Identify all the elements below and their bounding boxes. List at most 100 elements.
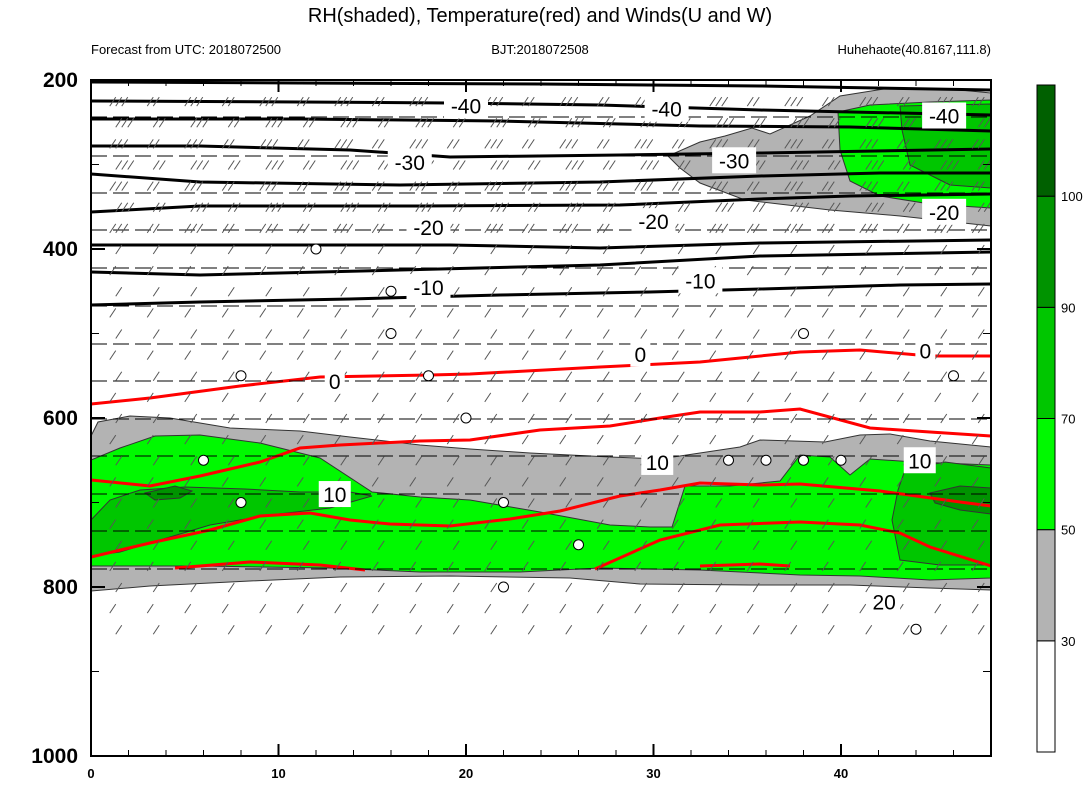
wind-barb-tick (527, 181, 535, 191)
wind-barb-tick (527, 96, 535, 107)
wind-barb-tick (484, 434, 492, 445)
wind-barb-tick (496, 139, 504, 149)
wind-barb-tick (827, 181, 835, 191)
wind-barb-tick (146, 308, 154, 318)
wind-barb-tick (265, 223, 273, 234)
wind-barb-tick (715, 181, 723, 191)
wind-barb-tick (709, 434, 717, 445)
wind-barb-tick (184, 265, 192, 276)
wind-barb-tick (721, 223, 729, 234)
wind-barb-tick (721, 202, 729, 213)
wind-barb-tick (683, 160, 691, 170)
wind-barb-tick (302, 498, 310, 508)
wind-barb-tick (565, 498, 573, 508)
wind-barbs (109, 96, 991, 635)
wind-barb-tick (796, 139, 804, 149)
wind-barb-tick (296, 350, 304, 360)
wind-barb-tick (527, 223, 535, 234)
wind-barb-tick (559, 96, 567, 107)
wind-barb-tick (452, 371, 460, 382)
wind-barb-tick (296, 308, 304, 318)
wind-barb-tick (377, 624, 385, 635)
wind-barb-tick (152, 455, 160, 466)
wind-barb-tick (827, 455, 835, 466)
wind-barb-tick (271, 139, 279, 149)
wind-barb-tick (934, 181, 942, 191)
wind-barb-tick (265, 117, 273, 128)
wind-barb-tick (227, 455, 235, 466)
contour-label: -20 (638, 211, 668, 234)
wind-barb-tick (784, 477, 792, 487)
wind-barb-tick (346, 181, 354, 191)
wind-barb-tick (940, 371, 948, 382)
contour-label-box (915, 337, 936, 364)
wind-barb-tick (602, 96, 610, 107)
wind-barb-tick (752, 540, 760, 551)
wind-barb-tick (115, 498, 123, 508)
wind-barb-tick (727, 117, 735, 128)
wind-barb-tick (190, 413, 198, 424)
wind-barb-tick (565, 371, 573, 382)
wind-barb-tick (833, 117, 841, 128)
wind-barb-tick (859, 519, 867, 529)
wind-barb-tick (227, 160, 235, 170)
wind-barb-tick (184, 139, 192, 149)
wind-barb-tick (790, 582, 798, 593)
wind-barb-tick (683, 117, 691, 128)
wind-barb-tick (977, 455, 985, 466)
wind-barb-tick (259, 434, 267, 445)
wind-barb-tick (596, 561, 604, 572)
wind-barb-tick (634, 392, 642, 403)
wind-barb-tick (977, 117, 985, 128)
wind-barb-tick (446, 561, 454, 572)
wind-barb-tick (671, 350, 679, 360)
wind-barb-tick (715, 223, 723, 234)
wind-barb-tick (109, 139, 117, 149)
wind-barb-tick (340, 329, 348, 339)
wind-barb-tick (896, 350, 904, 360)
wind-barb-tick (196, 202, 204, 213)
wind-barb-tick (752, 371, 760, 382)
wind-barb-tick (452, 329, 460, 339)
wind-barb-tick (496, 202, 504, 213)
wind-barb-tick (490, 286, 498, 297)
contour-label-box (641, 448, 674, 475)
contour-label: -30 (719, 150, 749, 173)
wind-barb-tick (377, 117, 385, 128)
wind-barb-tick (296, 181, 304, 191)
wind-barb-tick (934, 519, 942, 529)
wind-barb-tick (902, 371, 910, 382)
wind-barb-tick (971, 561, 979, 572)
wind-barb-tick (146, 477, 154, 487)
wind-barb-tick (977, 160, 985, 170)
wind-barb-tick (746, 477, 754, 487)
wind-barb-tick (452, 624, 460, 635)
wind-barb-tick (559, 350, 567, 360)
wind-barb-tick (334, 181, 342, 191)
wind-barb-tick (146, 265, 154, 276)
wind-barb-tick (484, 519, 492, 529)
wind-barb-tick (484, 308, 492, 318)
wind-barb-tick (415, 139, 423, 149)
wind-barb-tick (671, 603, 679, 614)
y-tick-label: 200 (43, 69, 78, 92)
x-axis: 0 10 20 30 40 (87, 80, 992, 781)
wind-barb-tick (971, 139, 979, 149)
wind-barb-tick (302, 223, 310, 234)
wind-barb-tick (559, 223, 567, 234)
wind-barb-tick (409, 434, 417, 445)
wind-barb-tick (709, 350, 717, 360)
colorbar-swatch (1036, 529, 1056, 642)
wind-barb-tick (827, 624, 835, 635)
wind-barb-tick (865, 582, 873, 593)
wind-barb-tick (265, 160, 273, 170)
wind-barb-tick (196, 117, 204, 128)
wind-barb-tick (640, 371, 648, 382)
wind-barb-tick (715, 455, 723, 466)
wind-barb-tick (640, 540, 648, 551)
wind-barb-tick (521, 181, 529, 191)
wind-barb-tick (784, 392, 792, 403)
wind-barb-tick (559, 265, 567, 276)
wind-barb-tick (865, 498, 873, 508)
wind-barb-tick (533, 160, 541, 170)
